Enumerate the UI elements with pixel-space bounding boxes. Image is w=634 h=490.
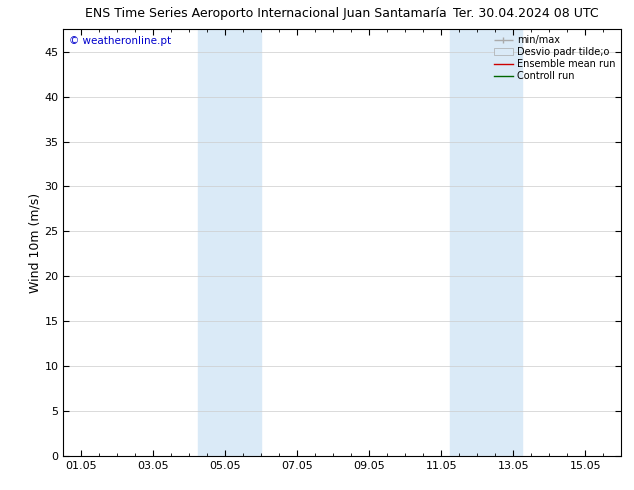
Y-axis label: Wind 10m (m/s): Wind 10m (m/s) [29,193,42,293]
Text: ENS Time Series Aeroporto Internacional Juan Santamaría: ENS Time Series Aeroporto Internacional … [86,7,447,21]
Bar [198,29,261,456]
Bar [450,29,522,456]
Text: Ter. 30.04.2024 08 UTC: Ter. 30.04.2024 08 UTC [453,7,599,21]
Text: © weatheronline.pt: © weatheronline.pt [69,36,171,46]
Legend: min/max, Desvio padr tilde;o, Ensemble mean run, Controll run: min/max, Desvio padr tilde;o, Ensemble m… [491,32,618,84]
